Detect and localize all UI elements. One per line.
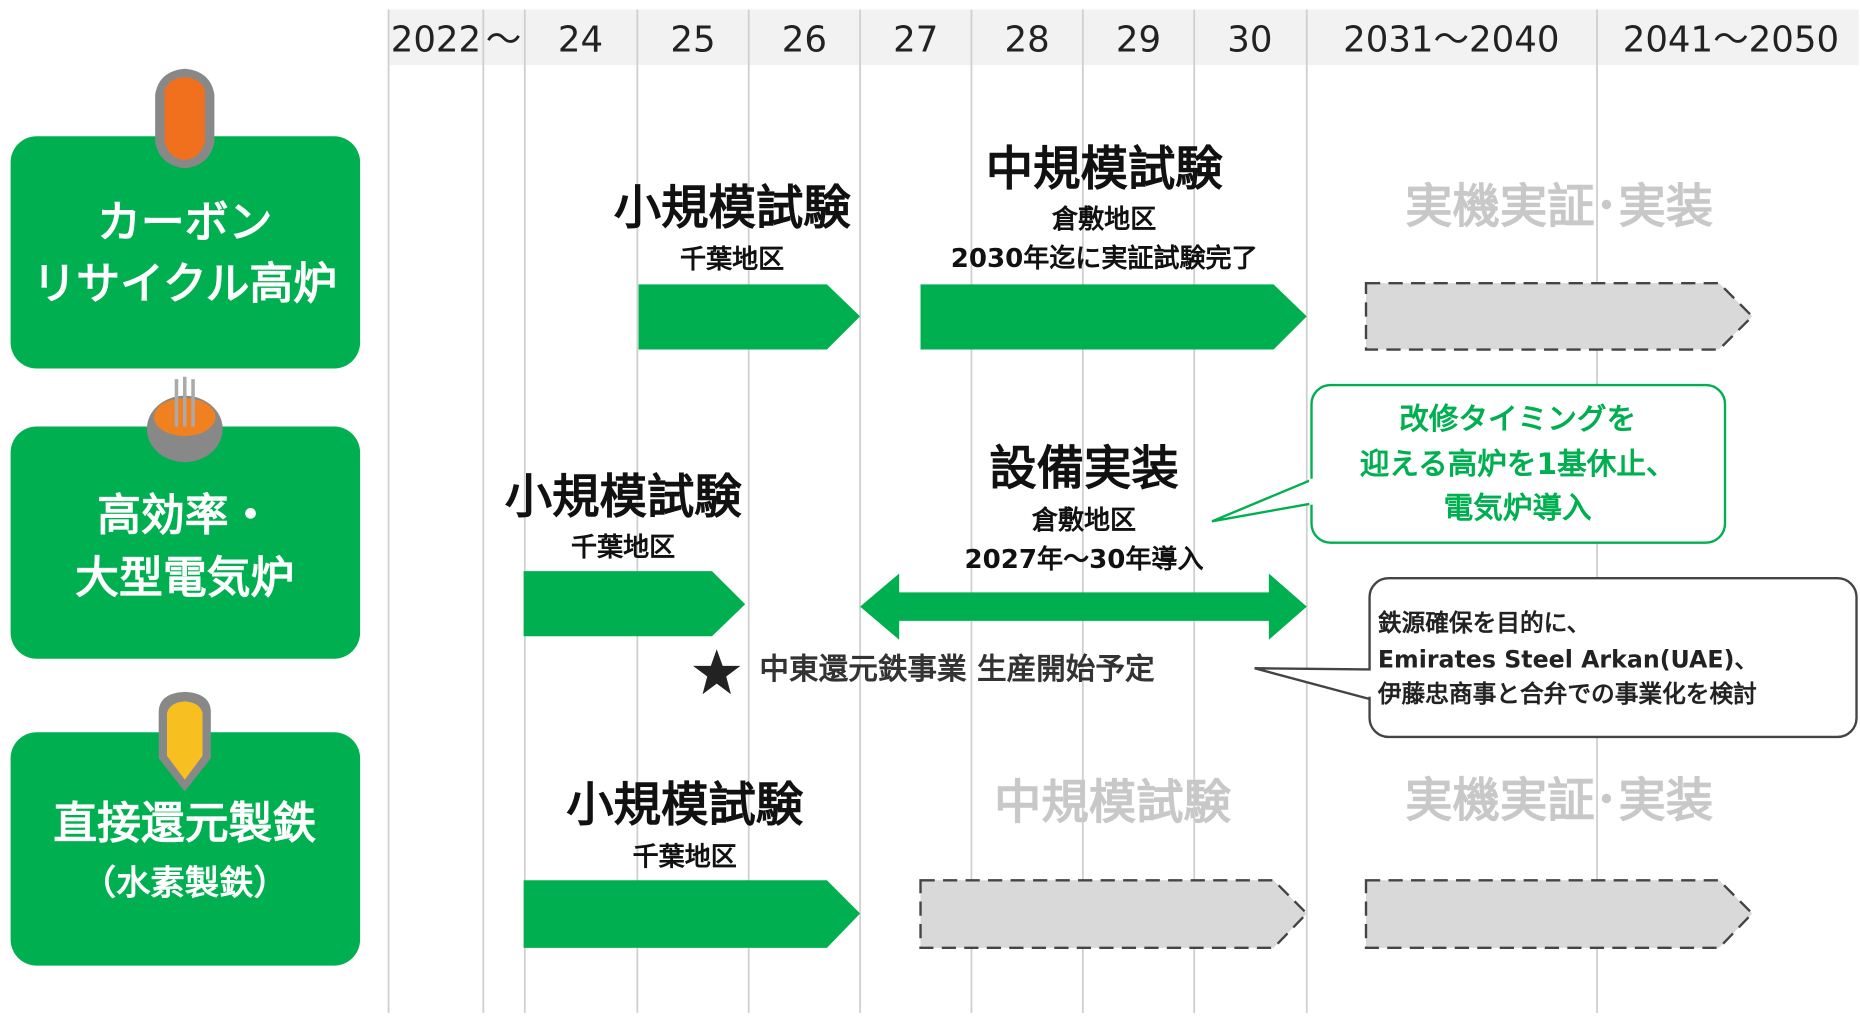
phase-detail: 千葉地区 xyxy=(571,533,675,563)
column-label: 28 xyxy=(1005,19,1050,60)
header-band xyxy=(388,9,1859,66)
note: 中東還元鉄事業 生産開始予定 xyxy=(759,652,1155,686)
phase-title: 中規模試験 xyxy=(986,142,1223,197)
column-label: ～ xyxy=(486,19,522,60)
phase-title: 実機実証･実装 xyxy=(1405,773,1714,828)
row-label: 直接還元製鉄 xyxy=(53,798,316,849)
phase-title: 実機実証･実装 xyxy=(1405,180,1714,235)
phase-arrow xyxy=(920,284,1307,350)
column-label: 24 xyxy=(558,19,603,60)
phase-title: 設備実装 xyxy=(989,442,1179,497)
phase-arrow xyxy=(860,573,1307,640)
phase-arrow-planned xyxy=(919,879,1309,950)
column-label: 30 xyxy=(1227,19,1272,60)
callout-pointer xyxy=(1211,478,1312,523)
star xyxy=(693,649,741,695)
note-pointer xyxy=(1254,667,1370,701)
note-callout-text: Emirates Steel Arkan(UAE)、 xyxy=(1378,646,1758,674)
row-labels: カーボン リサイクル高炉 高効率・ 大型電気炉 直接還元製鉄 （水素製鉄） xyxy=(10,136,361,966)
phase-detail: 倉敷地区 xyxy=(1031,505,1136,536)
phase-detail: 2030年迄に実証試験完了 xyxy=(951,243,1258,274)
note-callout-text: 伊藤忠商事と合弁での事業化を検討 xyxy=(1377,680,1757,708)
phase-title: 小規模試験 xyxy=(566,778,803,833)
header: 2022 ～ 24 25 26 27 28 29 30 2031～2040 20… xyxy=(391,19,1839,60)
callout-text: 電気炉導入 xyxy=(1444,491,1592,525)
phase-arrow xyxy=(638,284,861,350)
row-label: カーボン xyxy=(97,197,272,248)
callout-text: 改修タイミングを xyxy=(1399,402,1636,436)
row-label: リサイクル高炉 xyxy=(32,259,337,310)
phase-arrow xyxy=(523,571,746,637)
column-label: 25 xyxy=(670,19,715,60)
phase-detail: 2027年～30年導入 xyxy=(965,544,1204,575)
phase-detail: 千葉地区 xyxy=(633,842,737,872)
column-label: 29 xyxy=(1116,19,1161,60)
phase-detail: 千葉地区 xyxy=(680,245,784,275)
column-label: 2031～2040 xyxy=(1343,19,1559,60)
column-label: 26 xyxy=(782,19,827,60)
phase-title: 小規模試験 xyxy=(614,181,851,236)
callout xyxy=(1310,383,1727,544)
row-label: （水素製鉄） xyxy=(82,864,288,904)
column-label: 2041～2050 xyxy=(1623,19,1839,60)
phase-arrow-planned xyxy=(1364,281,1754,351)
phase-arrow xyxy=(523,880,861,948)
callout-text: 迎える高炉を1基休止、 xyxy=(1360,447,1676,481)
column-label: 2022 xyxy=(391,19,481,60)
note-callout-text: 鉄源確保を目的に、 xyxy=(1378,609,1590,637)
phase-title: 中規模試験 xyxy=(994,776,1231,831)
phase-arrow-planned xyxy=(1364,879,1754,950)
note-callout xyxy=(1368,576,1858,739)
row-label: 大型電気炉 xyxy=(75,553,294,604)
column-label: 27 xyxy=(893,19,938,60)
icons xyxy=(146,68,223,792)
phase-detail: 倉敷地区 xyxy=(1051,204,1156,235)
phase-title: 小規模試験 xyxy=(505,470,742,525)
row-label: 高効率・ xyxy=(97,490,272,541)
